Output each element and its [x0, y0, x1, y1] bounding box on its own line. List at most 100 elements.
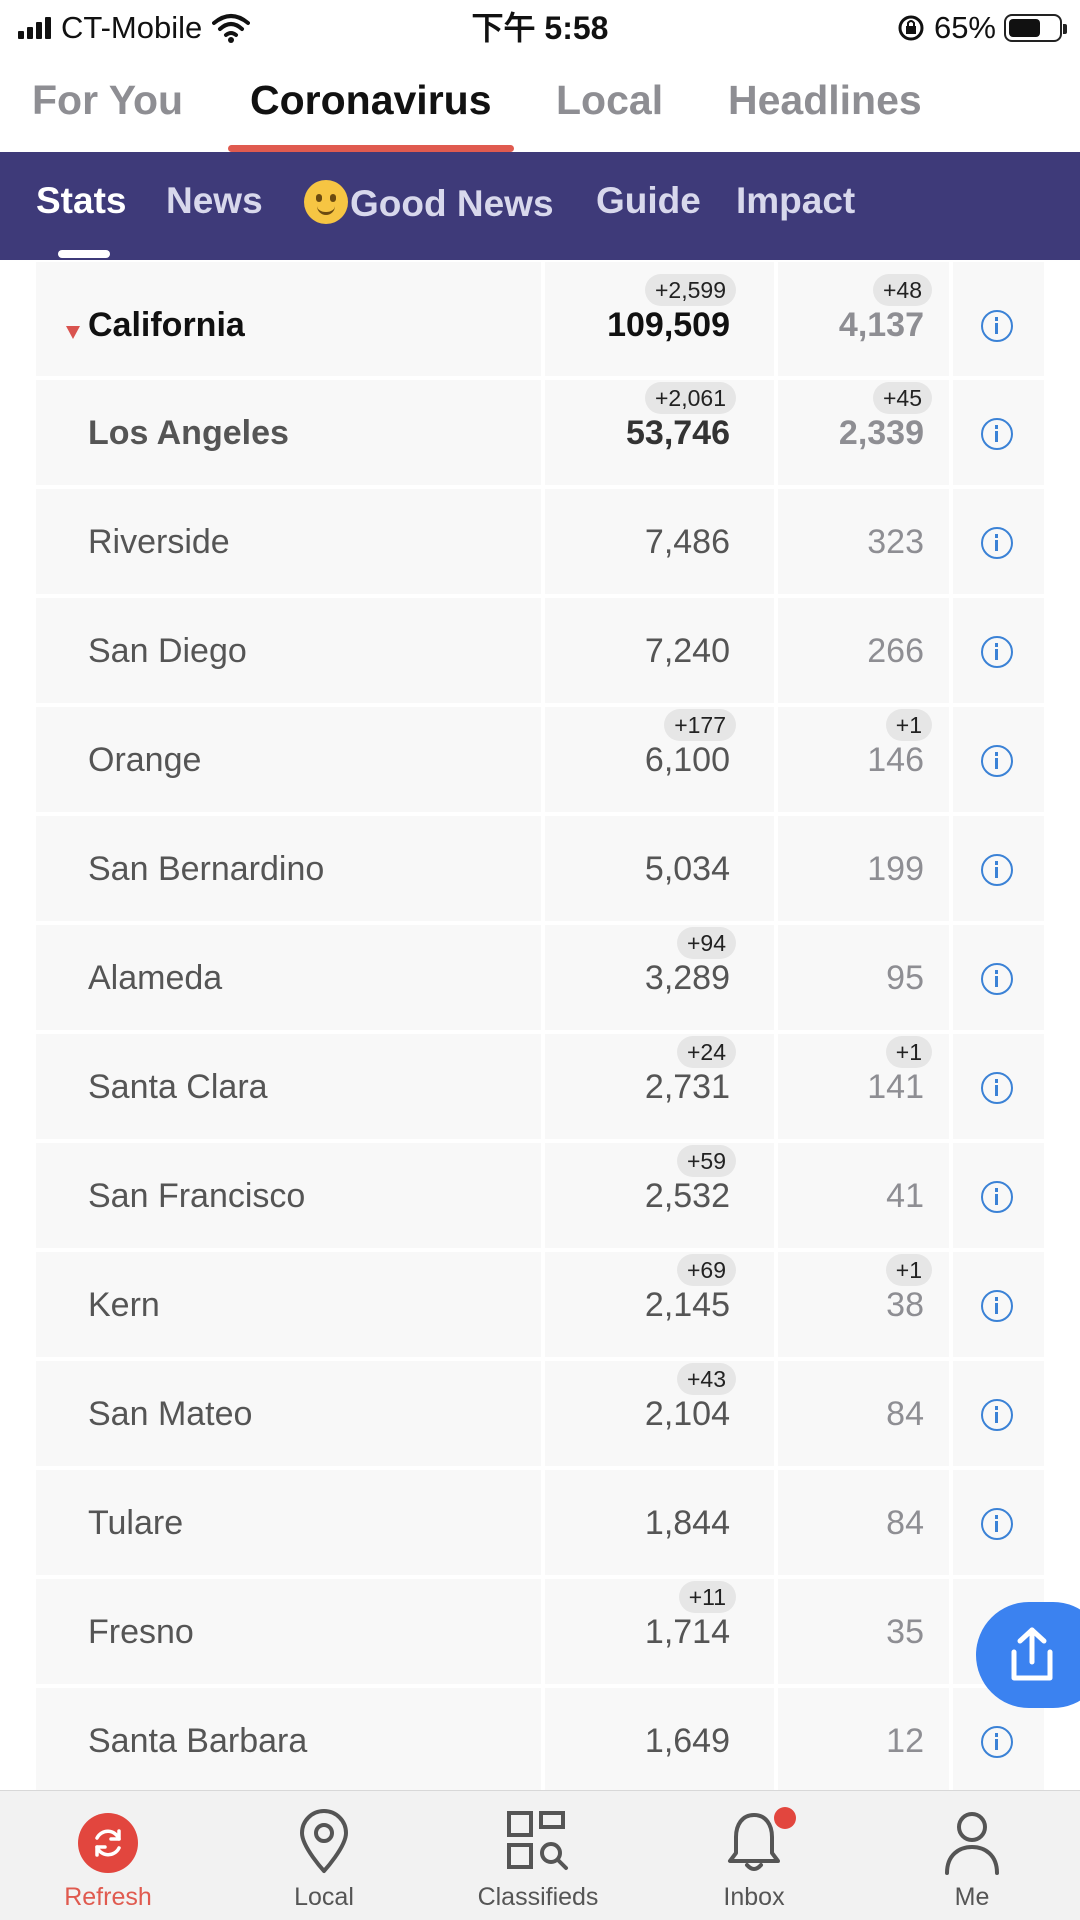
info-icon[interactable]	[981, 1181, 1013, 1213]
death-count: 35	[886, 1613, 924, 1651]
cell-background	[36, 1143, 541, 1248]
bell-icon	[728, 1813, 780, 1871]
person-icon	[945, 1812, 999, 1875]
county-row[interactable]: Fresno 1,714 +11 35	[36, 1579, 1044, 1688]
county-row[interactable]: California 109,509 +2,599 4,137 +48	[36, 262, 1044, 380]
nav-label: Refresh	[64, 1883, 152, 1911]
subtab-impact[interactable]: Impact	[736, 180, 855, 222]
nav-label: Classifieds	[477, 1883, 599, 1911]
confirmed-cases: 7,486	[644, 523, 730, 561]
sub-nav: Stats News Good News Guide Impact	[0, 152, 1080, 260]
death-count: 323	[867, 523, 924, 561]
nav-me[interactable]: Me	[892, 1791, 1052, 1920]
top-tabs: For You Coronavirus Local Headlines	[0, 60, 1080, 152]
county-row[interactable]: Tulare 1,844 84	[36, 1470, 1044, 1579]
subtab-good-news[interactable]: Good News	[304, 180, 554, 225]
nav-inbox[interactable]: Inbox	[674, 1791, 834, 1920]
county-row[interactable]: San Bernardino 5,034 199	[36, 816, 1044, 925]
deaths-delta-badge: +48	[872, 274, 932, 306]
cases-delta-badge: +69	[676, 1254, 736, 1286]
confirmed-cases: 1,844	[644, 1504, 730, 1542]
info-icon[interactable]	[981, 1072, 1013, 1104]
expand-triangle-icon[interactable]	[66, 326, 80, 339]
info-icon[interactable]	[981, 418, 1013, 450]
info-icon[interactable]	[981, 1508, 1013, 1540]
subtab-guide[interactable]: Guide	[596, 180, 701, 222]
info-icon[interactable]	[981, 1399, 1013, 1431]
cases-delta-badge: +177	[664, 709, 736, 741]
tab-label: Coronavirus	[250, 77, 492, 123]
county-name: Fresno	[88, 1613, 194, 1651]
subtab-stats[interactable]: Stats	[36, 180, 127, 258]
status-left: CT-Mobile	[18, 6, 251, 50]
county-row[interactable]: Riverside 7,486 323	[36, 489, 1044, 598]
cell-background	[778, 489, 949, 594]
cases-delta-badge: +24	[676, 1036, 736, 1068]
county-row[interactable]: Kern 2,145 +69 38 +1	[36, 1252, 1044, 1361]
cell-background	[36, 925, 541, 1030]
cases-delta-badge: +94	[676, 927, 736, 959]
county-name: California	[88, 306, 245, 344]
county-row[interactable]: Santa Barbara 1,649 12	[36, 1688, 1044, 1790]
cases-delta-badge: +43	[676, 1363, 736, 1395]
confirmed-cases: 2,731	[644, 1068, 730, 1106]
cell-background	[36, 1361, 541, 1466]
tab-label: Headlines	[728, 77, 922, 123]
death-count: 141	[867, 1068, 924, 1106]
cell-background	[36, 707, 541, 812]
info-icon[interactable]	[981, 636, 1013, 668]
county-name: San Francisco	[88, 1177, 306, 1215]
location-pin-icon	[300, 1809, 348, 1873]
cell-background	[36, 816, 541, 921]
county-row[interactable]: Orange 6,100 +177 146 +1	[36, 707, 1044, 816]
county-row[interactable]: San Francisco 2,532 +59 41	[36, 1143, 1044, 1252]
county-row[interactable]: Alameda 3,289 +94 95	[36, 925, 1044, 1034]
tab-label: For You	[32, 77, 184, 123]
cell-background	[778, 1143, 949, 1248]
cell-background	[36, 262, 541, 376]
county-row[interactable]: Santa Clara 2,731 +24 141 +1	[36, 1034, 1044, 1143]
cases-delta-badge: +2,061	[645, 382, 736, 414]
county-name: San Mateo	[88, 1395, 253, 1433]
county-row[interactable]: Los Angeles 53,746 +2,061 2,339 +45	[36, 380, 1044, 489]
share-button[interactable]	[976, 1602, 1080, 1708]
county-row[interactable]: San Mateo 2,104 +43 84	[36, 1361, 1044, 1470]
confirmed-cases: 7,240	[644, 632, 730, 670]
county-name: Riverside	[88, 523, 230, 561]
tab-for-you[interactable]: For You	[32, 60, 183, 152]
info-icon[interactable]	[981, 963, 1013, 995]
subtab-label: Impact	[736, 180, 856, 221]
cases-delta-badge: +59	[676, 1145, 736, 1177]
county-name: Alameda	[88, 959, 223, 997]
cell-background	[36, 1252, 541, 1357]
nav-local[interactable]: Local	[244, 1791, 404, 1920]
info-icon[interactable]	[981, 1290, 1013, 1322]
death-count: 2,339	[838, 414, 924, 452]
county-row[interactable]: San Diego 7,240 266	[36, 598, 1044, 707]
confirmed-cases: 5,034	[644, 850, 730, 888]
nav-label: Local	[294, 1883, 354, 1911]
subtab-label: Stats	[36, 180, 127, 221]
info-icon[interactable]	[981, 745, 1013, 777]
info-icon[interactable]	[981, 854, 1013, 886]
tab-label: Local	[556, 77, 664, 123]
subtab-label: News	[166, 180, 263, 221]
confirmed-cases: 2,145	[644, 1286, 730, 1324]
cell-background	[545, 816, 774, 921]
nav-refresh[interactable]: Refresh	[28, 1791, 188, 1920]
cell-background	[545, 1470, 774, 1575]
death-count: 41	[886, 1177, 924, 1215]
subtab-news[interactable]: News	[166, 180, 263, 222]
info-icon[interactable]	[981, 527, 1013, 559]
tab-local[interactable]: Local	[556, 60, 663, 152]
info-icon[interactable]	[981, 310, 1013, 342]
subtab-label: Guide	[596, 180, 701, 221]
info-icon[interactable]	[981, 1726, 1013, 1758]
deaths-delta-badge: +1	[885, 1036, 932, 1068]
tab-headlines[interactable]: Headlines	[728, 60, 922, 152]
cell-background	[545, 598, 774, 703]
nav-classifieds[interactable]: Classifieds	[458, 1791, 618, 1920]
tab-coronavirus[interactable]: Coronavirus	[228, 60, 514, 152]
smiley-icon	[304, 180, 348, 224]
bottom-nav: Refresh Local Classifieds Inbox Me	[0, 1790, 1080, 1920]
